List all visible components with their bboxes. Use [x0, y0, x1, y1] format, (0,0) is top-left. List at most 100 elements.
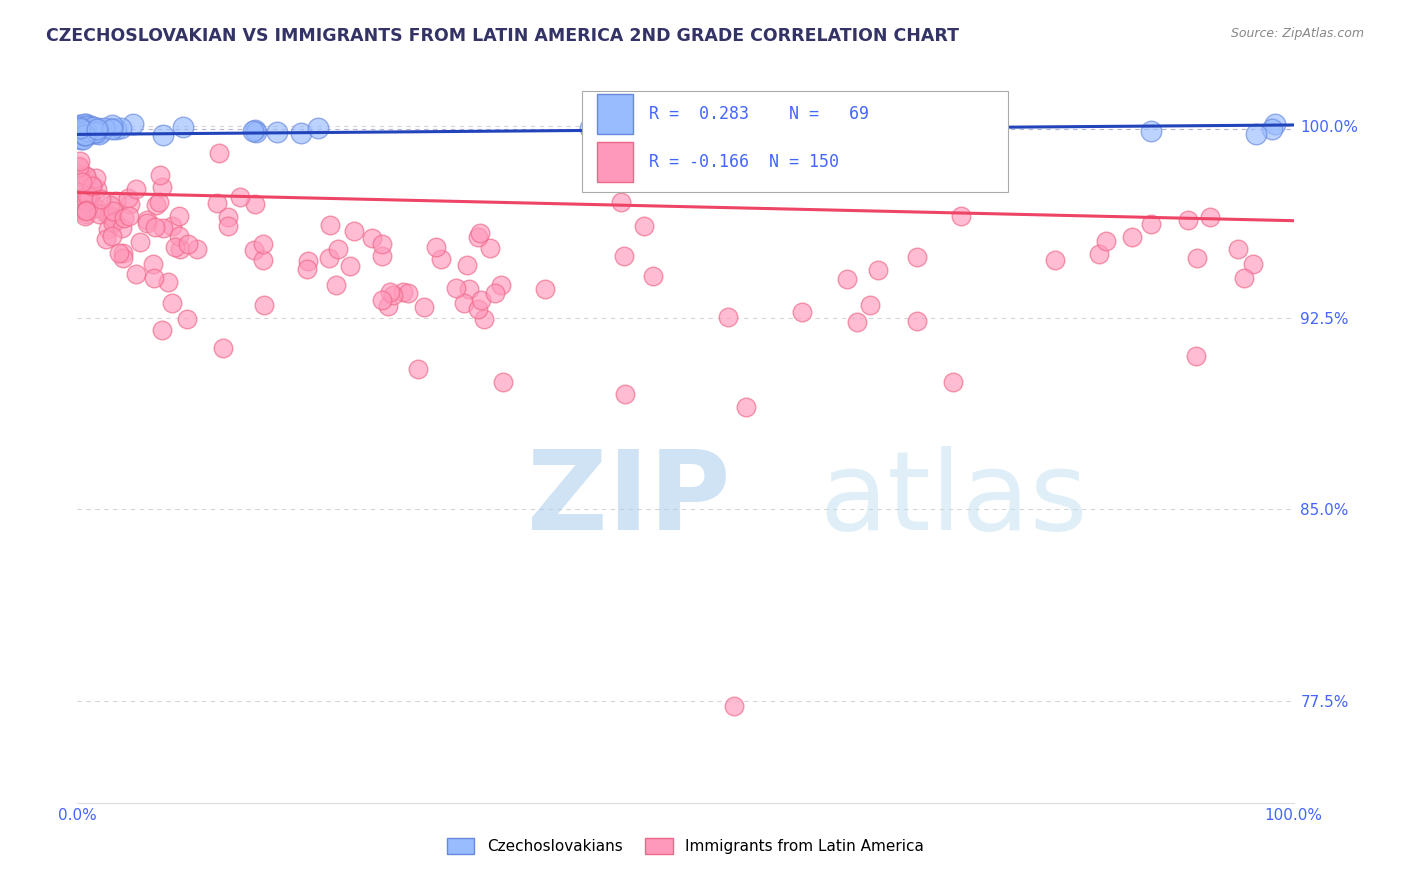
Point — [470, 293, 492, 307]
Point — [69, 169, 91, 183]
Point — [905, 314, 928, 328]
Point — [453, 295, 475, 310]
Point — [76, 128, 98, 142]
Point — [456, 259, 478, 273]
Point — [73, 120, 96, 134]
Point — [67, 185, 90, 199]
Point — [90, 192, 112, 206]
Point — [845, 315, 868, 329]
Text: atlas: atlas — [820, 446, 1088, 553]
Point — [79, 192, 101, 206]
Point — [167, 229, 190, 244]
Point — [67, 174, 90, 188]
Point — [73, 121, 96, 136]
Legend: Czechoslovakians, Immigrants from Latin America: Czechoslovakians, Immigrants from Latin … — [441, 832, 929, 860]
Point — [77, 183, 100, 197]
Point — [371, 236, 394, 251]
Point — [90, 125, 112, 139]
Point — [76, 189, 98, 203]
Point — [613, 249, 636, 263]
Point — [1264, 117, 1286, 131]
Point — [97, 208, 120, 222]
Point — [245, 125, 267, 139]
Point — [75, 194, 97, 208]
Point — [534, 282, 557, 296]
Point — [75, 117, 97, 131]
Point — [949, 209, 972, 223]
Point — [80, 119, 103, 133]
Point — [242, 124, 264, 138]
Point — [72, 132, 94, 146]
Point — [83, 126, 105, 140]
Point — [792, 305, 814, 319]
Point — [470, 226, 492, 240]
Point — [852, 125, 875, 139]
Point — [148, 195, 170, 210]
Point — [108, 245, 131, 260]
Point — [89, 123, 111, 137]
Point — [905, 250, 928, 264]
Point — [70, 124, 93, 138]
Point — [101, 120, 124, 135]
Point — [69, 119, 91, 133]
Point — [152, 128, 174, 143]
Point — [167, 209, 190, 223]
Point — [342, 224, 364, 238]
Point — [80, 177, 103, 191]
Point — [110, 120, 132, 135]
Point — [720, 122, 742, 136]
Point — [75, 203, 97, 218]
Point — [67, 131, 90, 145]
Point — [142, 270, 165, 285]
Point — [610, 195, 633, 210]
Point — [67, 122, 90, 136]
Point — [94, 206, 117, 220]
Point — [868, 262, 890, 277]
Point — [613, 387, 636, 401]
Point — [1261, 122, 1284, 136]
Point — [129, 235, 152, 249]
Point — [75, 203, 97, 218]
Point — [87, 128, 110, 142]
Bar — [596, 143, 633, 182]
Point — [145, 198, 167, 212]
Point — [371, 249, 394, 263]
Point — [84, 125, 107, 139]
Point — [125, 267, 148, 281]
Point — [1185, 349, 1208, 363]
Point — [339, 259, 361, 273]
Point — [80, 179, 103, 194]
Point — [942, 375, 965, 389]
Point — [229, 190, 252, 204]
Point — [70, 126, 93, 140]
Point — [75, 169, 97, 183]
Point — [112, 211, 135, 225]
Point — [84, 201, 107, 215]
Point — [307, 121, 329, 136]
Point — [377, 299, 399, 313]
Point — [69, 154, 91, 169]
Point — [77, 124, 100, 138]
Point — [717, 310, 740, 324]
Point — [163, 240, 186, 254]
Point — [86, 121, 108, 136]
Point — [117, 191, 139, 205]
Point — [82, 120, 104, 135]
Point — [67, 119, 90, 133]
Point — [735, 400, 758, 414]
Point — [381, 288, 404, 302]
Point — [101, 210, 124, 224]
Point — [643, 268, 665, 283]
Point — [73, 128, 96, 142]
Point — [69, 160, 91, 174]
Point — [472, 312, 495, 326]
Bar — [596, 94, 633, 134]
Point — [101, 203, 124, 218]
Point — [406, 361, 429, 376]
Point — [176, 312, 198, 326]
Point — [295, 262, 318, 277]
Point — [73, 209, 96, 223]
Point — [103, 216, 125, 230]
Point — [243, 123, 266, 137]
Point — [67, 192, 90, 206]
